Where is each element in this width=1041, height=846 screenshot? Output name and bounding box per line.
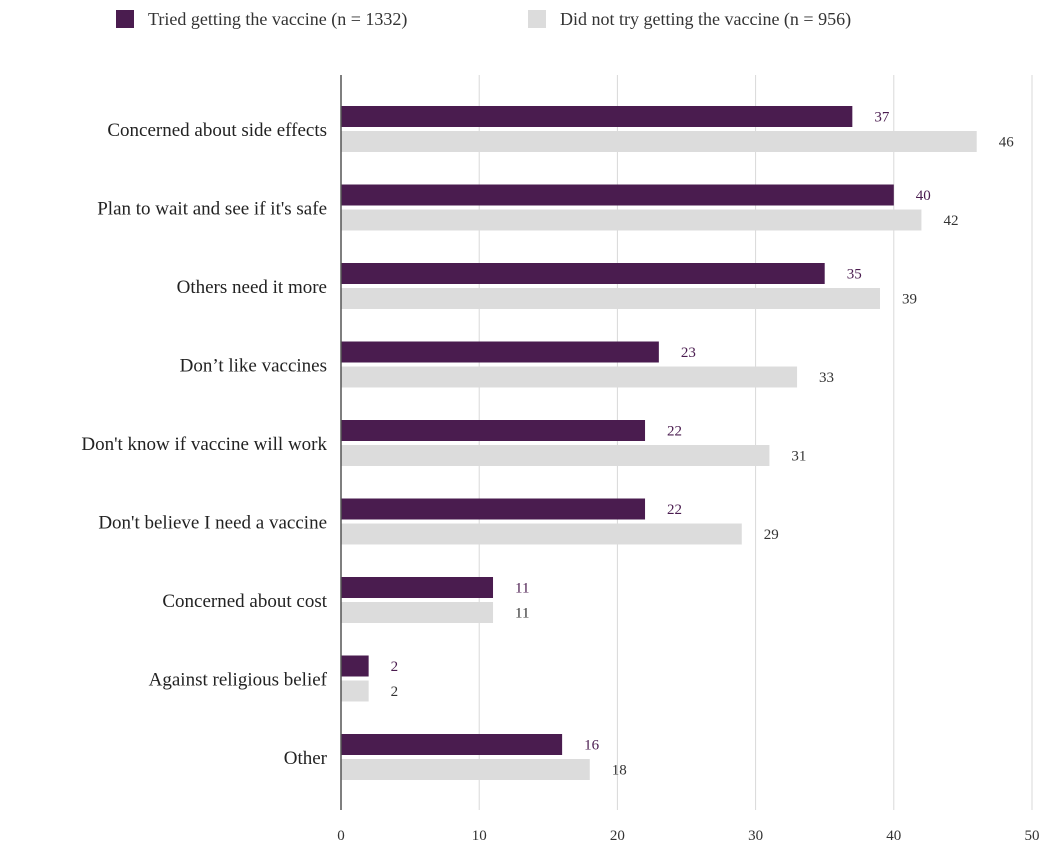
chart-legend: Tried getting the vaccine (n = 1332) Did … [116,9,851,30]
value-label-series-1-cat-9: 16 [584,738,600,754]
value-label-series-2-cat-3: 39 [902,292,917,308]
category-label-4: Don’t like vaccines [180,356,327,377]
category-label-1: Concerned about side effects [107,120,327,141]
x-tick-label-0: 0 [337,828,345,844]
value-label-series-2-cat-7: 11 [515,606,529,622]
value-label-series-2-cat-8: 2 [391,684,399,700]
value-label-series-1-cat-4: 23 [681,345,696,361]
value-label-series-1-cat-1: 37 [874,110,890,126]
category-label-8: Against religious belief [149,670,328,691]
x-tick-label-20: 20 [610,828,625,844]
bar-series-2-cat-7 [341,602,494,623]
legend-swatch-series-1 [116,10,134,28]
legend-label-series-2: Did not try getting the vaccine (n = 956… [560,9,851,30]
x-axis: 0 10 20 30 40 50 [337,75,1040,844]
category-label-2: Plan to wait and see if it's safe [97,199,327,220]
bar-series-1-cat-4 [341,341,659,363]
bar-series-1-cat-5 [341,420,646,441]
value-label-series-1-cat-8: 2 [391,659,399,675]
chart-category-labels: Concerned about side effects Plan to wait… [81,120,327,769]
bar-series-2-cat-4 [341,366,798,388]
value-label-series-1-cat-6: 22 [667,502,682,518]
legend-label-series-1: Tried getting the vaccine (n = 1332) [148,9,407,30]
category-label-6: Don't believe I need a vaccine [98,513,327,534]
category-label-3: Others need it more [177,277,327,298]
bar-series-1-cat-6 [341,498,646,520]
x-tick-label-50: 50 [1025,828,1040,844]
bar-series-1-cat-9 [341,734,563,755]
bar-series-2-cat-5 [341,445,770,466]
bar-series-2-cat-8 [341,680,369,702]
bar-series-2-cat-3 [341,288,880,309]
legend-swatch-series-2 [528,10,546,28]
chart-bars [341,106,977,780]
bar-series-2-cat-9 [341,759,590,780]
category-label-9: Other [284,748,328,769]
bar-series-1-cat-2 [341,184,894,206]
category-label-5: Don't know if vaccine will work [81,434,327,455]
value-label-series-2-cat-1: 46 [999,135,1015,151]
category-label-7: Concerned about cost [162,591,327,612]
value-label-series-1-cat-3: 35 [847,267,862,283]
bar-series-1-cat-8 [341,655,369,677]
value-label-series-2-cat-6: 29 [764,527,779,543]
value-label-series-2-cat-9: 18 [612,763,627,779]
bar-series-1-cat-3 [341,263,825,284]
bar-series-1-cat-1 [341,106,853,127]
bar-series-2-cat-6 [341,523,742,545]
value-label-series-2-cat-2: 42 [943,213,958,229]
x-tick-label-10: 10 [472,828,487,844]
value-label-series-2-cat-5: 31 [791,449,806,465]
value-label-series-1-cat-5: 22 [667,424,682,440]
x-tick-label-40: 40 [886,828,901,844]
value-label-series-2-cat-4: 33 [819,370,834,386]
x-tick-label-30: 30 [748,828,763,844]
bar-series-1-cat-7 [341,577,494,598]
bar-series-2-cat-1 [341,131,977,152]
value-label-series-1-cat-7: 11 [515,581,529,597]
bar-series-2-cat-2 [341,209,922,231]
value-label-series-1-cat-2: 40 [916,188,931,204]
